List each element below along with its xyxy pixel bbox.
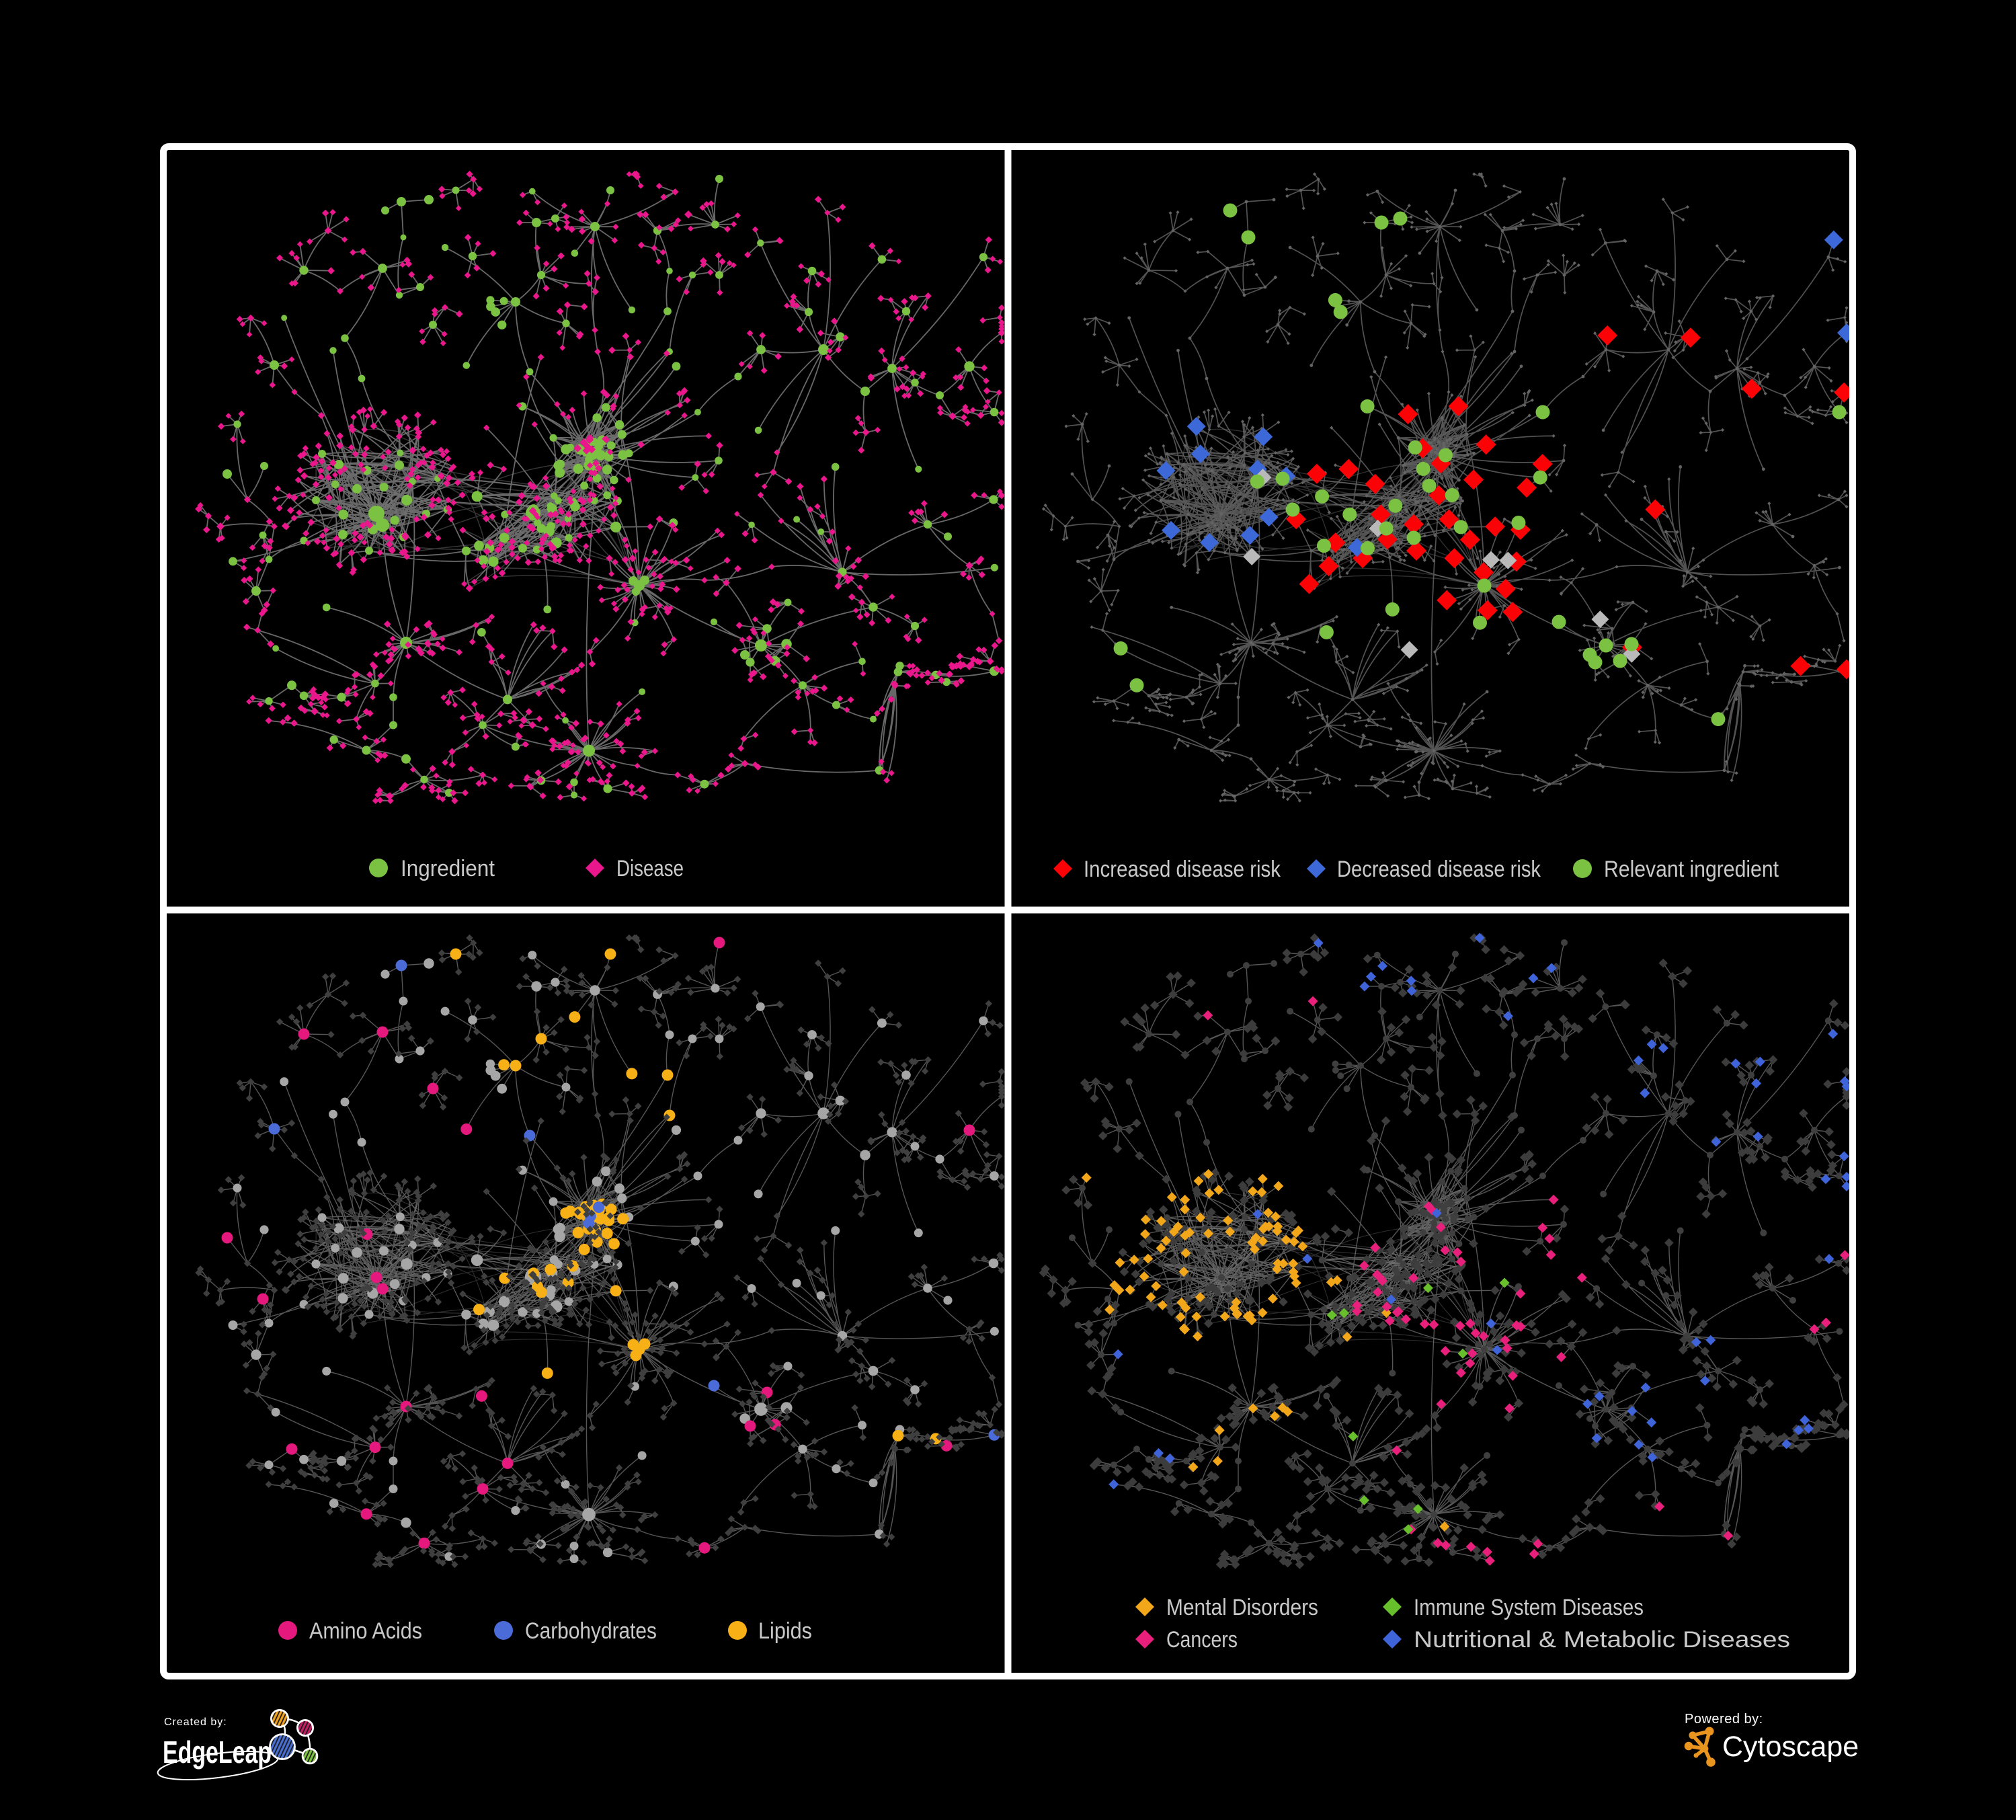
svg-text:Cytoscape: Cytoscape: [1722, 1731, 1859, 1763]
svg-text:Carbohydrates: Carbohydrates: [525, 1618, 657, 1644]
svg-text:Ingredient: Ingredient: [401, 856, 495, 881]
svg-text:Cancers: Cancers: [1166, 1627, 1238, 1653]
svg-text:Mental Disorders: Mental Disorders: [1166, 1595, 1318, 1620]
svg-text:Decreased disease risk: Decreased disease risk: [1337, 857, 1541, 882]
svg-text:Powered by:: Powered by:: [1685, 1712, 1763, 1727]
svg-text:Immune System Diseases: Immune System Diseases: [1414, 1595, 1644, 1620]
svg-text:Relevant ingredient: Relevant ingredient: [1604, 857, 1779, 882]
svg-text:Nutritional & Metabolic Diseas: Nutritional & Metabolic Diseases: [1414, 1627, 1790, 1653]
svg-text:Amino Acids: Amino Acids: [309, 1618, 422, 1644]
svg-text:Created by:: Created by:: [164, 1716, 227, 1728]
svg-text:EdgeLeap: EdgeLeap: [163, 1735, 272, 1770]
svg-text:Disease: Disease: [616, 856, 684, 881]
svg-text:Lipids: Lipids: [758, 1618, 812, 1644]
svg-text:Increased disease risk: Increased disease risk: [1084, 857, 1281, 882]
